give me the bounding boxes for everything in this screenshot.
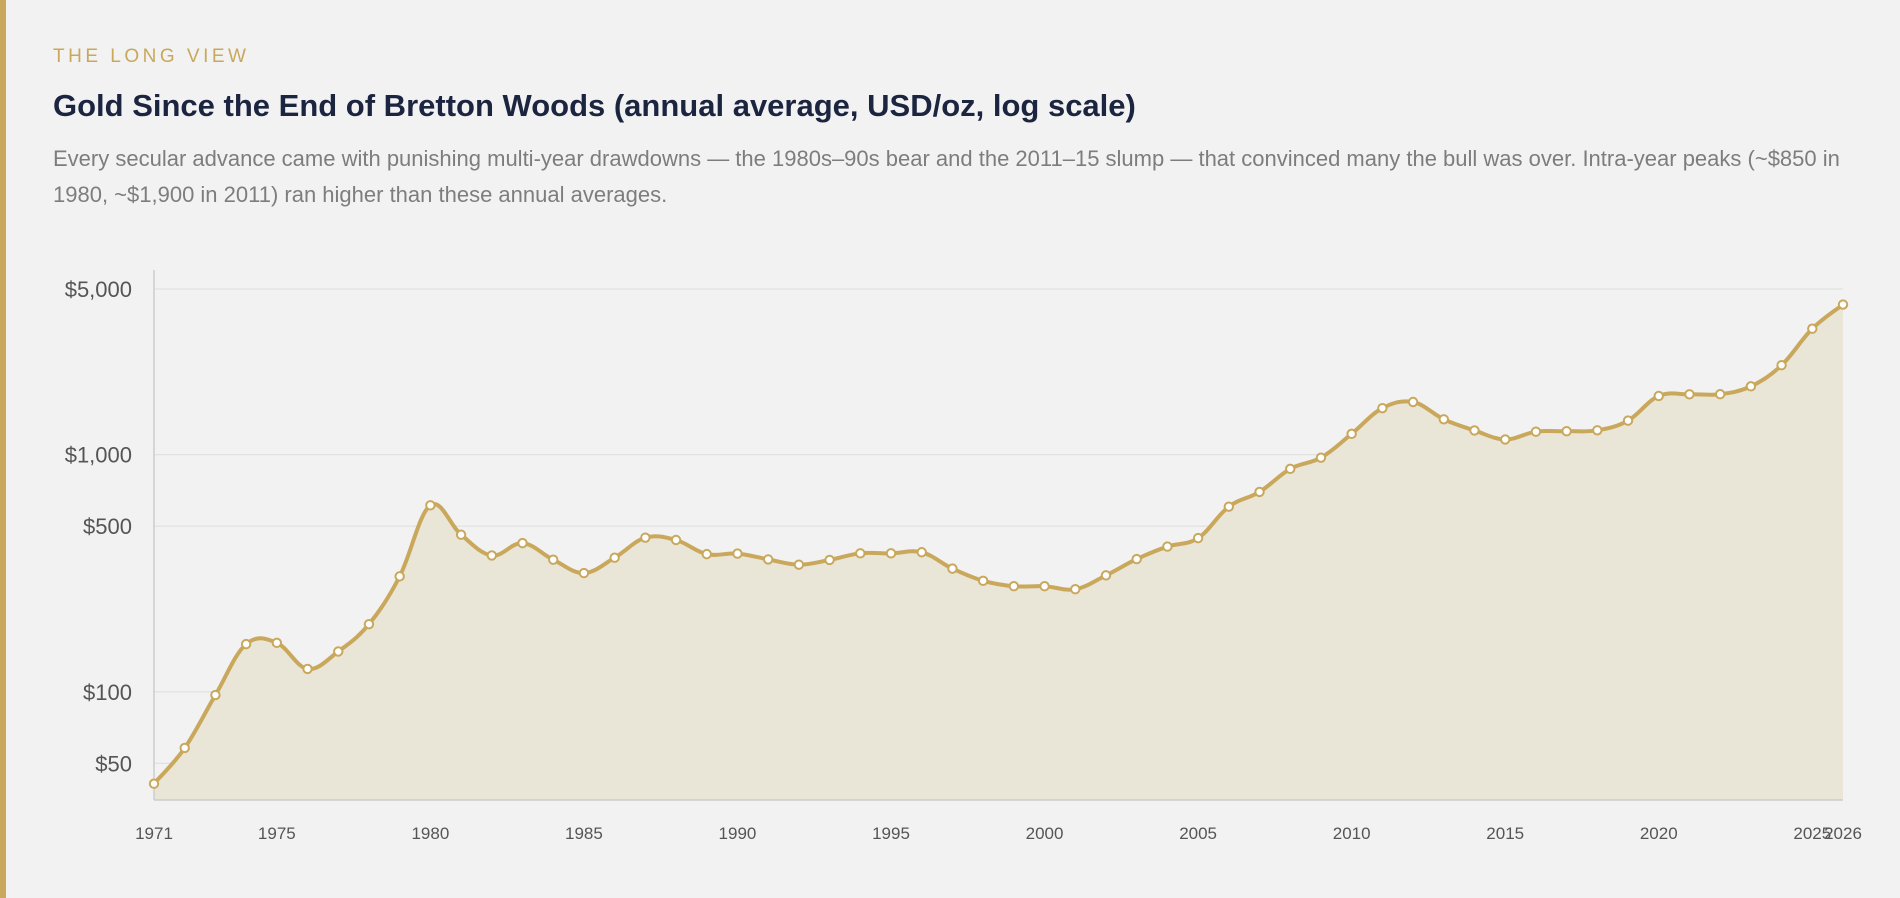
- data-point-1999: [1008, 581, 1020, 592]
- data-point-2001: [1070, 584, 1081, 595]
- data-point-2019: [1622, 415, 1634, 426]
- data-point-1996: [916, 547, 927, 558]
- data-point-2011: [1377, 402, 1388, 414]
- data-point-2007: [1254, 486, 1265, 498]
- data-point-1980: [425, 500, 436, 511]
- data-point-1989: [701, 548, 712, 560]
- data-point-1973: [210, 689, 221, 701]
- data-point-1986: [609, 552, 620, 563]
- x-tick-label: 2005: [1179, 824, 1217, 843]
- data-point-1992: [793, 559, 805, 570]
- y-tick-label: $50: [95, 751, 132, 776]
- x-tick-label: 2000: [1026, 824, 1064, 843]
- data-point-1997: [947, 563, 958, 574]
- data-point-2002: [1100, 570, 1112, 581]
- data-point-1982: [486, 550, 497, 561]
- x-tick-label: 1990: [719, 824, 757, 843]
- x-tick-label: 2025: [1793, 824, 1831, 843]
- data-point-2026: [1837, 299, 1849, 310]
- data-point-1993: [824, 554, 835, 566]
- data-point-2017: [1561, 425, 1572, 437]
- data-point-1983: [517, 537, 528, 549]
- x-tick-label: 2010: [1333, 824, 1371, 843]
- data-point-2009: [1315, 452, 1327, 463]
- data-point-2020: [1653, 390, 1664, 402]
- data-point-1977: [333, 646, 344, 657]
- accent-bar: [0, 0, 6, 898]
- data-point-2008: [1285, 463, 1296, 475]
- data-point-2010: [1346, 428, 1357, 440]
- x-tick-label: 1980: [411, 824, 449, 843]
- data-point-2021: [1684, 389, 1695, 400]
- chart-title: Gold Since the End of Bretton Woods (ann…: [53, 88, 1136, 123]
- x-tick-label: 1995: [872, 824, 910, 843]
- x-tick-label: 2015: [1486, 824, 1524, 843]
- data-points: [148, 299, 1849, 789]
- data-point-1979: [394, 571, 405, 582]
- data-point-1998: [977, 575, 989, 587]
- data-point-1974: [240, 638, 252, 650]
- y-tick-label: $100: [83, 680, 132, 705]
- data-point-2000: [1039, 581, 1050, 592]
- x-tick-label: 1975: [258, 824, 296, 843]
- data-point-2015: [1500, 434, 1511, 445]
- kicker: THE LONG VIEW: [53, 46, 250, 67]
- y-tick-label: $1,000: [65, 443, 132, 468]
- data-point-1978: [363, 618, 375, 630]
- x-tick-label: 1971: [135, 824, 173, 843]
- data-point-1971: [148, 778, 160, 789]
- y-tick-label: $5,000: [65, 277, 132, 302]
- data-point-2023: [1745, 381, 1757, 392]
- data-point-2025: [1807, 323, 1818, 334]
- data-point-2004: [1162, 541, 1173, 552]
- data-point-2018: [1592, 425, 1603, 436]
- data-point-2014: [1469, 425, 1480, 436]
- data-point-1985: [578, 567, 590, 579]
- data-point-2005: [1192, 532, 1204, 544]
- data-point-2003: [1131, 553, 1142, 565]
- data-point-1975: [271, 637, 283, 649]
- x-tick-label: 1985: [565, 824, 603, 843]
- data-point-1976: [302, 663, 313, 675]
- data-point-2022: [1714, 389, 1726, 400]
- data-point-1995: [885, 548, 897, 559]
- data-point-1990: [732, 548, 743, 559]
- data-point-1994: [855, 548, 866, 559]
- x-tick-label: 2020: [1640, 824, 1678, 843]
- data-point-2012: [1407, 396, 1419, 408]
- data-point-1991: [762, 554, 774, 565]
- chart-subtitle: Every secular advance came with punishin…: [53, 146, 1840, 207]
- data-point-1984: [548, 554, 559, 565]
- data-point-2006: [1223, 501, 1235, 512]
- x-axis-ticks: 1971 1975 1980 1985 1990 1995 2000 2005 2010 2015…: [135, 824, 1862, 843]
- x-tick-label: 2026: [1824, 824, 1862, 843]
- data-point-1981: [455, 529, 467, 540]
- y-axis-ticks: $50 $100 $500 $1,000 $5,000: [65, 277, 132, 776]
- data-point-2013: [1438, 414, 1449, 425]
- data-point-2024: [1776, 359, 1787, 371]
- data-point-1987: [640, 532, 651, 543]
- data-point-1972: [179, 742, 190, 754]
- price-area: [154, 304, 1843, 800]
- data-point-2016: [1530, 426, 1542, 437]
- y-tick-label: $500: [83, 514, 132, 539]
- data-point-1988: [670, 534, 682, 546]
